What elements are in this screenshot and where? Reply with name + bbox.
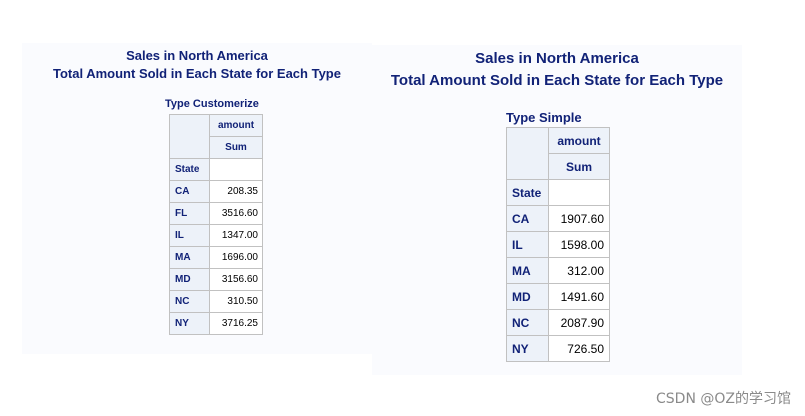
report-panel-simple: Sales in North America Total Amount Sold… (372, 45, 742, 375)
sum-cell: 1347.00 (209, 224, 263, 247)
state-cell: CA (506, 205, 549, 232)
sum-cell: 312.00 (548, 257, 610, 284)
sum-cell: 3516.60 (209, 202, 263, 225)
sum-cell: 1696.00 (209, 246, 263, 269)
sum-cell: 3156.60 (209, 268, 263, 291)
table-caption: Type Customerize (165, 98, 259, 110)
sum-cell: 310.50 (209, 290, 263, 313)
blank-cell (548, 179, 610, 206)
report-panel-customerize: Sales in North America Total Amount Sold… (22, 43, 372, 354)
row-header-state: State (169, 158, 210, 181)
sum-cell: 3716.25 (209, 312, 263, 335)
table-row: NC 2087.90 (506, 309, 610, 336)
sum-cell: 2087.90 (548, 309, 610, 336)
state-cell: NC (169, 290, 210, 313)
row-header-state: State (506, 179, 549, 206)
sum-cell: 1907.60 (548, 205, 610, 232)
report-subtitle: Total Amount Sold in Each State for Each… (53, 66, 341, 81)
table-row: NY 726.50 (506, 335, 610, 362)
table-row: NY 3716.25 (169, 312, 263, 335)
state-cell: IL (506, 231, 549, 258)
summary-table-customerize: amount Sum State CA 208.35 FL 3516.60 IL… (169, 114, 263, 335)
table-row: CA 1907.60 (506, 205, 610, 232)
table-row: MA 312.00 (506, 257, 610, 284)
report-subtitle: Total Amount Sold in Each State for Each… (390, 72, 724, 89)
state-cell: MA (506, 257, 549, 284)
summary-table-simple: amount Sum State CA 1907.60 IL 1598.00 M… (506, 127, 610, 362)
table-caption: Type Simple (506, 110, 582, 125)
table-row: MA 1696.00 (169, 246, 263, 269)
state-cell: NC (506, 309, 549, 336)
state-cell: MD (169, 268, 210, 291)
table-row: FL 3516.60 (169, 202, 263, 225)
column-header-sum: Sum (209, 136, 263, 159)
table-row: IL 1598.00 (506, 231, 610, 258)
table-corner-cell (169, 114, 210, 159)
table-row: MD 1491.60 (506, 283, 610, 310)
column-header-amount: amount (209, 114, 263, 137)
sum-cell: 726.50 (548, 335, 610, 362)
table-row: IL 1347.00 (169, 224, 263, 247)
table-row: CA 208.35 (169, 180, 263, 203)
csdn-watermark: CSDN @OZ的学习馆 (656, 391, 791, 407)
state-cell: NY (169, 312, 210, 335)
table-row: NC 310.50 (169, 290, 263, 313)
sum-cell: 1598.00 (548, 231, 610, 258)
state-cell: NY (506, 335, 549, 362)
column-header-amount: amount (548, 127, 610, 154)
blank-cell (209, 158, 263, 181)
report-title: Sales in North America (126, 48, 268, 63)
state-cell: FL (169, 202, 210, 225)
sum-cell: 208.35 (209, 180, 263, 203)
column-header-sum: Sum (548, 153, 610, 180)
state-cell: IL (169, 224, 210, 247)
state-cell: MA (169, 246, 210, 269)
sum-cell: 1491.60 (548, 283, 610, 310)
state-cell: MD (506, 283, 549, 310)
table-row: MD 3156.60 (169, 268, 263, 291)
report-title: Sales in North America (475, 50, 639, 67)
table-corner-cell (506, 127, 549, 180)
state-cell: CA (169, 180, 210, 203)
